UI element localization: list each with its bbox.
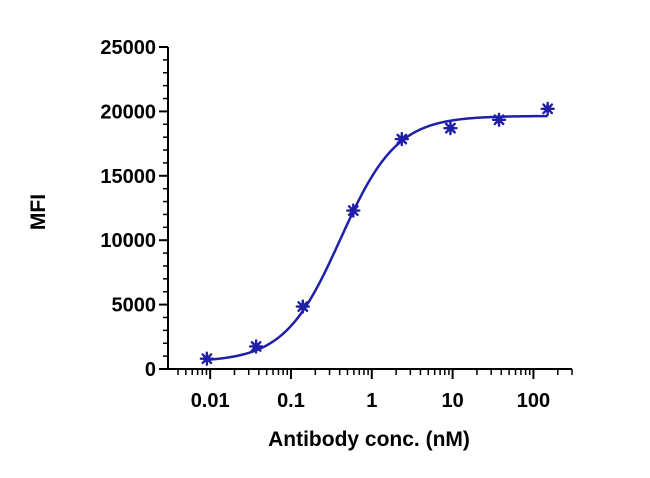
x-tick-label: 10 <box>441 390 463 412</box>
y-axis: 0 5000 10000 15000 20000 25000 <box>100 37 169 381</box>
y-tick-label: 10000 <box>100 230 156 252</box>
y-tick-label: 0 <box>145 359 156 381</box>
x-axis: 0.01 0.1 1 10 100 <box>168 368 573 412</box>
x-axis-title: Antibody conc. (nM) <box>268 428 470 451</box>
fit-curve <box>206 114 548 362</box>
data-point <box>394 131 409 147</box>
x-tick-label: 1 <box>366 390 377 412</box>
data-point <box>540 101 555 117</box>
data-point <box>295 299 310 314</box>
data-point <box>199 351 215 366</box>
data-point <box>443 120 458 136</box>
x-tick-label: 100 <box>517 390 550 412</box>
y-axis-title: MFI <box>27 194 50 230</box>
x-tick-label: 0.1 <box>277 390 305 412</box>
y-tick-label: 15000 <box>100 166 156 188</box>
x-tick-label: 0.01 <box>191 390 230 412</box>
y-tick-label: 5000 <box>112 295 157 317</box>
data-point <box>346 203 361 218</box>
data-point <box>491 112 507 127</box>
plot-area <box>199 101 555 366</box>
y-tick-label: 20000 <box>100 101 156 123</box>
data-point <box>248 339 264 354</box>
y-tick-label: 25000 <box>100 37 156 59</box>
